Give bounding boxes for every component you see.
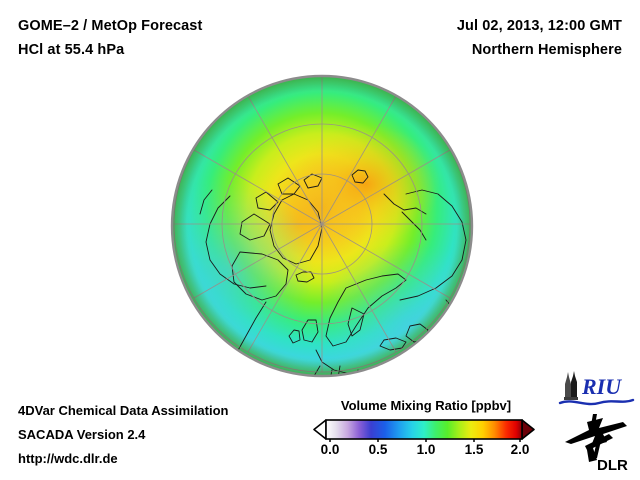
colorbar-ticks [329,439,521,442]
colorbar-tick-2: 1.0 [416,442,436,457]
globe-rim [170,74,474,378]
polar-globe-map [170,74,474,378]
credit-url[interactable]: http://wdc.dlr.de [18,451,118,466]
dlr-wordmark: DLR [597,457,628,474]
globe-disk [172,76,472,376]
limb-shading [172,76,472,376]
colorbar: Volume Mixing Ratio [ppbv] [300,398,552,474]
colorbar-tick-labels: 0.0 0.5 1.0 1.5 2.0 [300,442,552,464]
riu-wave-icon [558,398,635,406]
colorbar-tick-1: 0.5 [368,442,388,457]
map-region-label: Northern Hemisphere [471,42,622,58]
page-title-species: HCl at 55.4 hPa [18,42,125,58]
colorbar-arrow-low [313,419,327,440]
colorbar-title: Volume Mixing Ratio [ppbv] [340,398,512,413]
page-title-instrument: GOME–2 / MetOp Forecast [18,18,203,34]
riu-wordmark: RIU [581,374,622,399]
coast-arabia [433,373,467,376]
colorbar-tick-0: 0.0 [320,442,340,457]
colorbar-swatch [313,419,535,442]
riu-logo: RIU [558,371,635,406]
globe-svg [170,74,474,378]
cathedral-spires-icon [564,371,578,400]
credit-version: SACADA Version 2.4 [18,427,146,442]
forecast-datetime: Jul 02, 2013, 12:00 GMT [456,18,622,34]
colorbar-frame [325,419,523,440]
colorbar-gradient [326,420,522,439]
colorbar-tick-4: 2.0 [510,442,530,457]
credit-assimilation: 4DVar Chemical Data Assimilation [18,403,229,418]
colorbar-arrow-high [521,419,535,440]
colorbar-tick-3: 1.5 [464,442,484,457]
dlr-mark-icon [565,414,627,462]
dlr-logo: DLR [565,414,628,474]
